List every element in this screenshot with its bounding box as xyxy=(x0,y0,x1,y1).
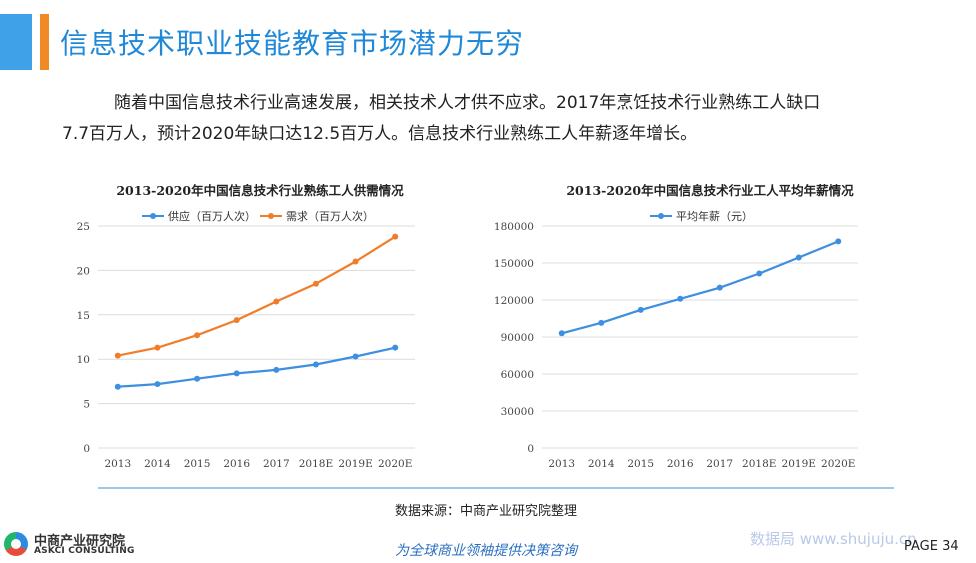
legend-label: 供应（百万人次） xyxy=(168,209,256,223)
series-line xyxy=(117,235,396,357)
legend-marker xyxy=(268,213,274,219)
y-tick-label: 10 xyxy=(77,354,90,366)
data-point xyxy=(154,381,161,388)
body-line-2: 7.7百万人，预计2020年缺口达12.5百万人。信息技术行业熟练工人年薪逐年增… xyxy=(62,124,698,144)
series-line xyxy=(561,240,839,335)
logo-en-text: ASKCI CONSULTING xyxy=(34,546,135,556)
data-point xyxy=(835,238,842,245)
data-point xyxy=(114,383,121,390)
logo-icon xyxy=(4,532,28,556)
x-tick-label: 2017 xyxy=(706,458,733,470)
data-point xyxy=(795,254,802,261)
data-point xyxy=(154,344,161,351)
chart-title: 2013-2020年中国信息技术行业工人平均年薪情况 xyxy=(566,183,854,198)
data-point xyxy=(233,370,240,377)
x-tick-label: 2019E xyxy=(338,458,372,470)
data-point xyxy=(194,332,201,339)
x-tick-label: 2020E xyxy=(821,458,855,470)
x-tick-label: 2020E xyxy=(378,458,412,470)
x-tick-label: 2019E xyxy=(782,458,816,470)
x-tick-label: 2016 xyxy=(667,458,694,470)
x-tick-label: 2014 xyxy=(144,458,171,470)
watermark: 数据局 www.shujuju.cn xyxy=(750,530,917,548)
y-tick-label: 120000 xyxy=(494,295,534,307)
x-tick-label: 2018E xyxy=(742,458,776,470)
y-tick-label: 180000 xyxy=(494,221,534,233)
y-tick-label: 25 xyxy=(77,221,90,233)
data-point xyxy=(392,344,399,351)
header-accent-bar-blue xyxy=(0,14,32,70)
legend-marker xyxy=(150,213,156,219)
footer-divider xyxy=(98,487,894,489)
legend-label: 需求（百万人次） xyxy=(286,209,374,223)
y-tick-label: 0 xyxy=(83,443,90,455)
page-title: 信息技术职业技能教育市场潜力无穷 xyxy=(60,27,525,60)
data-point xyxy=(114,352,121,359)
legend-marker xyxy=(658,213,664,219)
page-number: PAGE 34 xyxy=(904,539,959,554)
data-point xyxy=(637,306,644,313)
x-tick-label: 2014 xyxy=(588,458,615,470)
y-tick-label: 60000 xyxy=(501,369,534,381)
data-point xyxy=(312,361,319,368)
chart-title: 2013-2020年中国信息技术行业熟练工人供需情况 xyxy=(116,183,404,198)
legend-label: 平均年薪（元） xyxy=(676,209,753,223)
data-point xyxy=(352,353,359,360)
x-tick-label: 2017 xyxy=(263,458,290,470)
data-point xyxy=(273,298,280,305)
y-tick-label: 20 xyxy=(77,265,90,277)
company-logo: 中商产业研究院 ASKCI CONSULTING xyxy=(4,530,134,560)
y-tick-label: 90000 xyxy=(501,332,534,344)
data-point xyxy=(352,258,359,265)
y-tick-label: 5 xyxy=(83,399,90,411)
y-tick-label: 150000 xyxy=(494,258,534,270)
logo-cn-text: 中商产业研究院 xyxy=(34,534,126,549)
x-tick-label: 2018E xyxy=(299,458,333,470)
series-line xyxy=(117,346,396,388)
body-line-1: 随着中国信息技术行业高速发展，相关技术人才供不应求。2017年烹饪技术行业熟练工… xyxy=(114,93,821,113)
data-point xyxy=(233,317,240,324)
legend-item: 供应（百万人次） xyxy=(142,209,256,223)
slogan: 为全球商业领袖提供决策咨询 xyxy=(395,543,577,559)
data-point xyxy=(677,295,684,302)
x-tick-label: 2015 xyxy=(627,458,654,470)
data-point xyxy=(756,270,763,277)
x-tick-label: 2015 xyxy=(184,458,211,470)
legend-item: 平均年薪（元） xyxy=(650,209,753,223)
data-point xyxy=(194,375,201,382)
data-point xyxy=(558,330,565,337)
data-point xyxy=(392,233,399,240)
data-point xyxy=(716,284,723,291)
x-tick-label: 2013 xyxy=(104,458,131,470)
body-paragraph: 随着中国信息技术行业高速发展，相关技术人才供不应求。2017年烹饪技术行业熟练工… xyxy=(62,88,942,150)
x-tick-label: 2016 xyxy=(223,458,250,470)
data-source: 数据来源：中商产业研究院整理 xyxy=(395,504,578,519)
header-accent-bar-orange xyxy=(40,14,49,70)
x-tick-label: 2013 xyxy=(548,458,575,470)
y-tick-label: 30000 xyxy=(501,406,534,418)
y-tick-label: 0 xyxy=(527,443,534,455)
legend-item: 需求（百万人次） xyxy=(260,209,374,223)
data-point xyxy=(312,280,319,287)
data-point xyxy=(598,319,605,326)
y-tick-label: 15 xyxy=(77,310,90,322)
data-point xyxy=(273,366,280,373)
